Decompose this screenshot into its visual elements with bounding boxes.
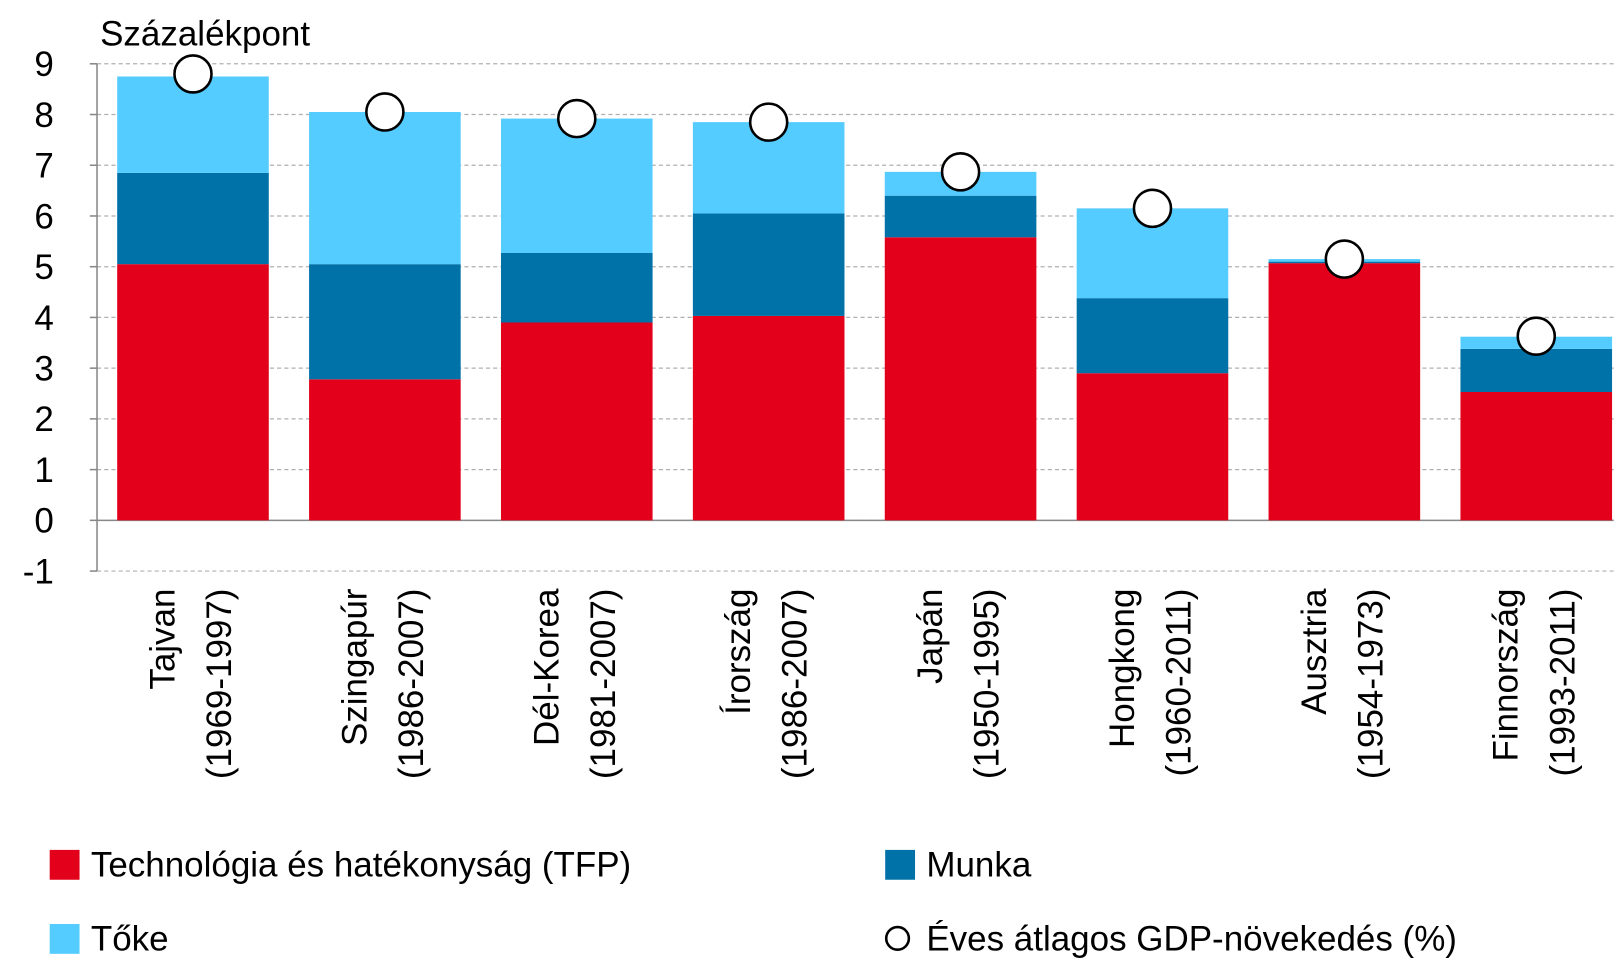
x-tick-label: Szingapúr	[335, 588, 374, 746]
legend-label: Tőke	[91, 920, 169, 959]
bar-segment	[309, 264, 461, 380]
y-tick-label: 8	[34, 96, 53, 135]
y-tick-label: 2	[34, 400, 53, 439]
bar-segment	[500, 253, 653, 323]
gdp-marker	[365, 92, 405, 132]
y-tick-label: 5	[34, 248, 53, 287]
legend-label: Éves átlagos GDP-növekedés (%)	[926, 920, 1457, 959]
x-tick-label: Dél-Korea	[527, 588, 566, 746]
x-tick-label: (1993-2011)	[1543, 589, 1582, 777]
bar-segment	[1076, 298, 1229, 374]
gdp-marker	[1516, 316, 1557, 357]
x-tick-label: Tajvan	[143, 589, 182, 690]
bar-segment	[309, 111, 461, 265]
x-tick-label: Japán	[911, 589, 950, 684]
y-tick-label: 3	[34, 350, 53, 389]
x-tick-label: (1969-1997)	[200, 589, 239, 780]
y-tick-label: 7	[34, 147, 53, 186]
bar-segment	[309, 379, 461, 521]
y-tick-label: 9	[34, 45, 53, 84]
bar-segment	[692, 315, 845, 521]
bar-segment	[117, 264, 269, 521]
bar-segment	[500, 118, 653, 254]
x-tick-label: (1986-2007)	[776, 589, 815, 780]
y-tick-label: 0	[34, 502, 53, 541]
gdp-marker	[748, 102, 789, 142]
legend-swatch	[49, 923, 80, 954]
x-tick-label: (1954-1973)	[1351, 589, 1390, 780]
gdp-marker	[940, 152, 981, 192]
legend-label: Technológia és hatékonyság (TFP)	[91, 846, 631, 885]
legend-swatch	[49, 849, 80, 880]
x-tick-label: Írország	[719, 589, 758, 715]
bar-segment	[1460, 348, 1613, 392]
bar-segment	[117, 172, 269, 265]
legend-swatch	[885, 849, 916, 880]
bar-segment	[1460, 391, 1613, 521]
bar-segment	[1268, 263, 1421, 521]
bar-segment	[884, 237, 1037, 521]
y-tick-label: 6	[34, 197, 53, 236]
y-tick-label: 4	[34, 299, 53, 338]
x-tick-label: (1981-2007)	[584, 589, 623, 780]
y-tick-label: -1	[23, 552, 54, 591]
gdp-marker	[173, 54, 213, 94]
x-tick-label: Finnország	[1487, 589, 1526, 762]
x-tick-label: Ausztria	[1295, 588, 1334, 715]
gdp-marker	[1324, 239, 1365, 279]
x-tick-label: (1960-2011)	[1160, 589, 1199, 777]
x-tick-label: (1986-2007)	[392, 589, 431, 780]
axis-unit-title: Százalékpont	[100, 14, 310, 53]
legend-label: Munka	[926, 846, 1032, 885]
bar-segment	[884, 195, 1037, 238]
y-tick-label: 1	[34, 451, 53, 490]
bar-segment	[1076, 373, 1229, 521]
gdp-marker	[1132, 188, 1173, 229]
x-tick-label: Hongkong	[1103, 589, 1142, 748]
bar-segment	[692, 213, 845, 316]
legend-swatch	[884, 925, 911, 951]
x-tick-label: (1950-1995)	[968, 589, 1007, 780]
gdp-marker	[556, 98, 597, 139]
bar-segment	[500, 322, 653, 521]
